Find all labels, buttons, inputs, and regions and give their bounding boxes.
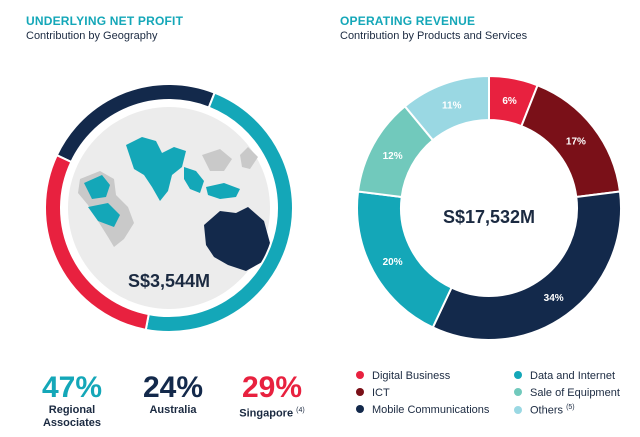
- footnote-marker: (5): [566, 404, 575, 411]
- revenue-center-value: S$17,532M: [443, 207, 535, 227]
- stat-label: Regional Associates: [17, 404, 127, 430]
- slice-value-label: 12%: [383, 151, 403, 162]
- legend-item-data-and-internet: Data and Internet: [514, 370, 615, 382]
- legend-item-digital-business: Digital Business: [356, 370, 450, 382]
- slice-value-label: 20%: [383, 257, 403, 268]
- stat-value: 24%: [142, 371, 204, 404]
- slice-value-label: 34%: [544, 293, 564, 304]
- geo-donut-chart: S$3,544M: [44, 83, 294, 333]
- legend-swatch: [514, 405, 522, 414]
- revenue-donut-chart: 6% 17% 34% 20% 12% 11% S$17,532M: [356, 74, 622, 341]
- legend-swatch: [356, 388, 364, 396]
- legend-item-ict: ICT: [356, 387, 390, 399]
- slice-value-label: 17%: [566, 137, 586, 148]
- footnote-marker: (4): [296, 407, 305, 414]
- legend-item-sale-of-equipment: Sale of Equipment: [514, 387, 620, 399]
- legend-label: Others: [530, 404, 564, 417]
- stat-australia: 24% Australia: [118, 372, 228, 417]
- stat-label: Australia: [118, 404, 228, 417]
- slice-value-label: 6%: [502, 96, 517, 107]
- legend-label: ICT: [372, 387, 390, 399]
- legend-swatch: [514, 371, 522, 379]
- asia-pacific-map-icon: [68, 107, 270, 309]
- stat-regional-associates: 47% Regional Associates: [17, 372, 127, 430]
- legend-swatch: [356, 405, 364, 413]
- donut-slice-mobile-communications: [431, 190, 622, 341]
- legend-label: Sale of Equipment: [530, 387, 620, 399]
- donut-slice-others: [403, 74, 490, 142]
- legend-swatch: [356, 371, 364, 379]
- stat-label-text: Regional Associates: [42, 404, 102, 429]
- legend-swatch: [514, 388, 522, 396]
- legend-label: Mobile Communications: [372, 404, 490, 416]
- legend-label: Data and Internet: [530, 370, 616, 382]
- stat-label: Singapore (4): [217, 404, 327, 421]
- slice-value-label: 11%: [442, 101, 462, 112]
- geo-chart-subtitle: Contribution by Geography: [26, 30, 158, 42]
- stat-singapore: 29% Singapore (4): [217, 372, 327, 421]
- revenue-chart-title: OPERATING REVENUE: [340, 14, 476, 28]
- legend-item-others: Others (5): [514, 404, 575, 417]
- geo-chart-title: UNDERLYING NET PROFIT: [26, 14, 184, 28]
- stat-label-text: Singapore: [239, 407, 294, 420]
- legend-item-mobile-communications: Mobile Communications: [356, 404, 489, 416]
- donut-slice-singapore: [44, 153, 150, 331]
- legend-label: Digital Business: [372, 370, 451, 382]
- stat-label-text: Australia: [149, 404, 197, 416]
- donut-slice-data-and-internet: [356, 190, 453, 329]
- stat-value: 47%: [41, 371, 103, 404]
- stat-value: 29%: [241, 371, 303, 404]
- geo-center-value: S$3,544M: [128, 271, 210, 291]
- revenue-chart-subtitle: Contribution by Products and Services: [340, 30, 528, 42]
